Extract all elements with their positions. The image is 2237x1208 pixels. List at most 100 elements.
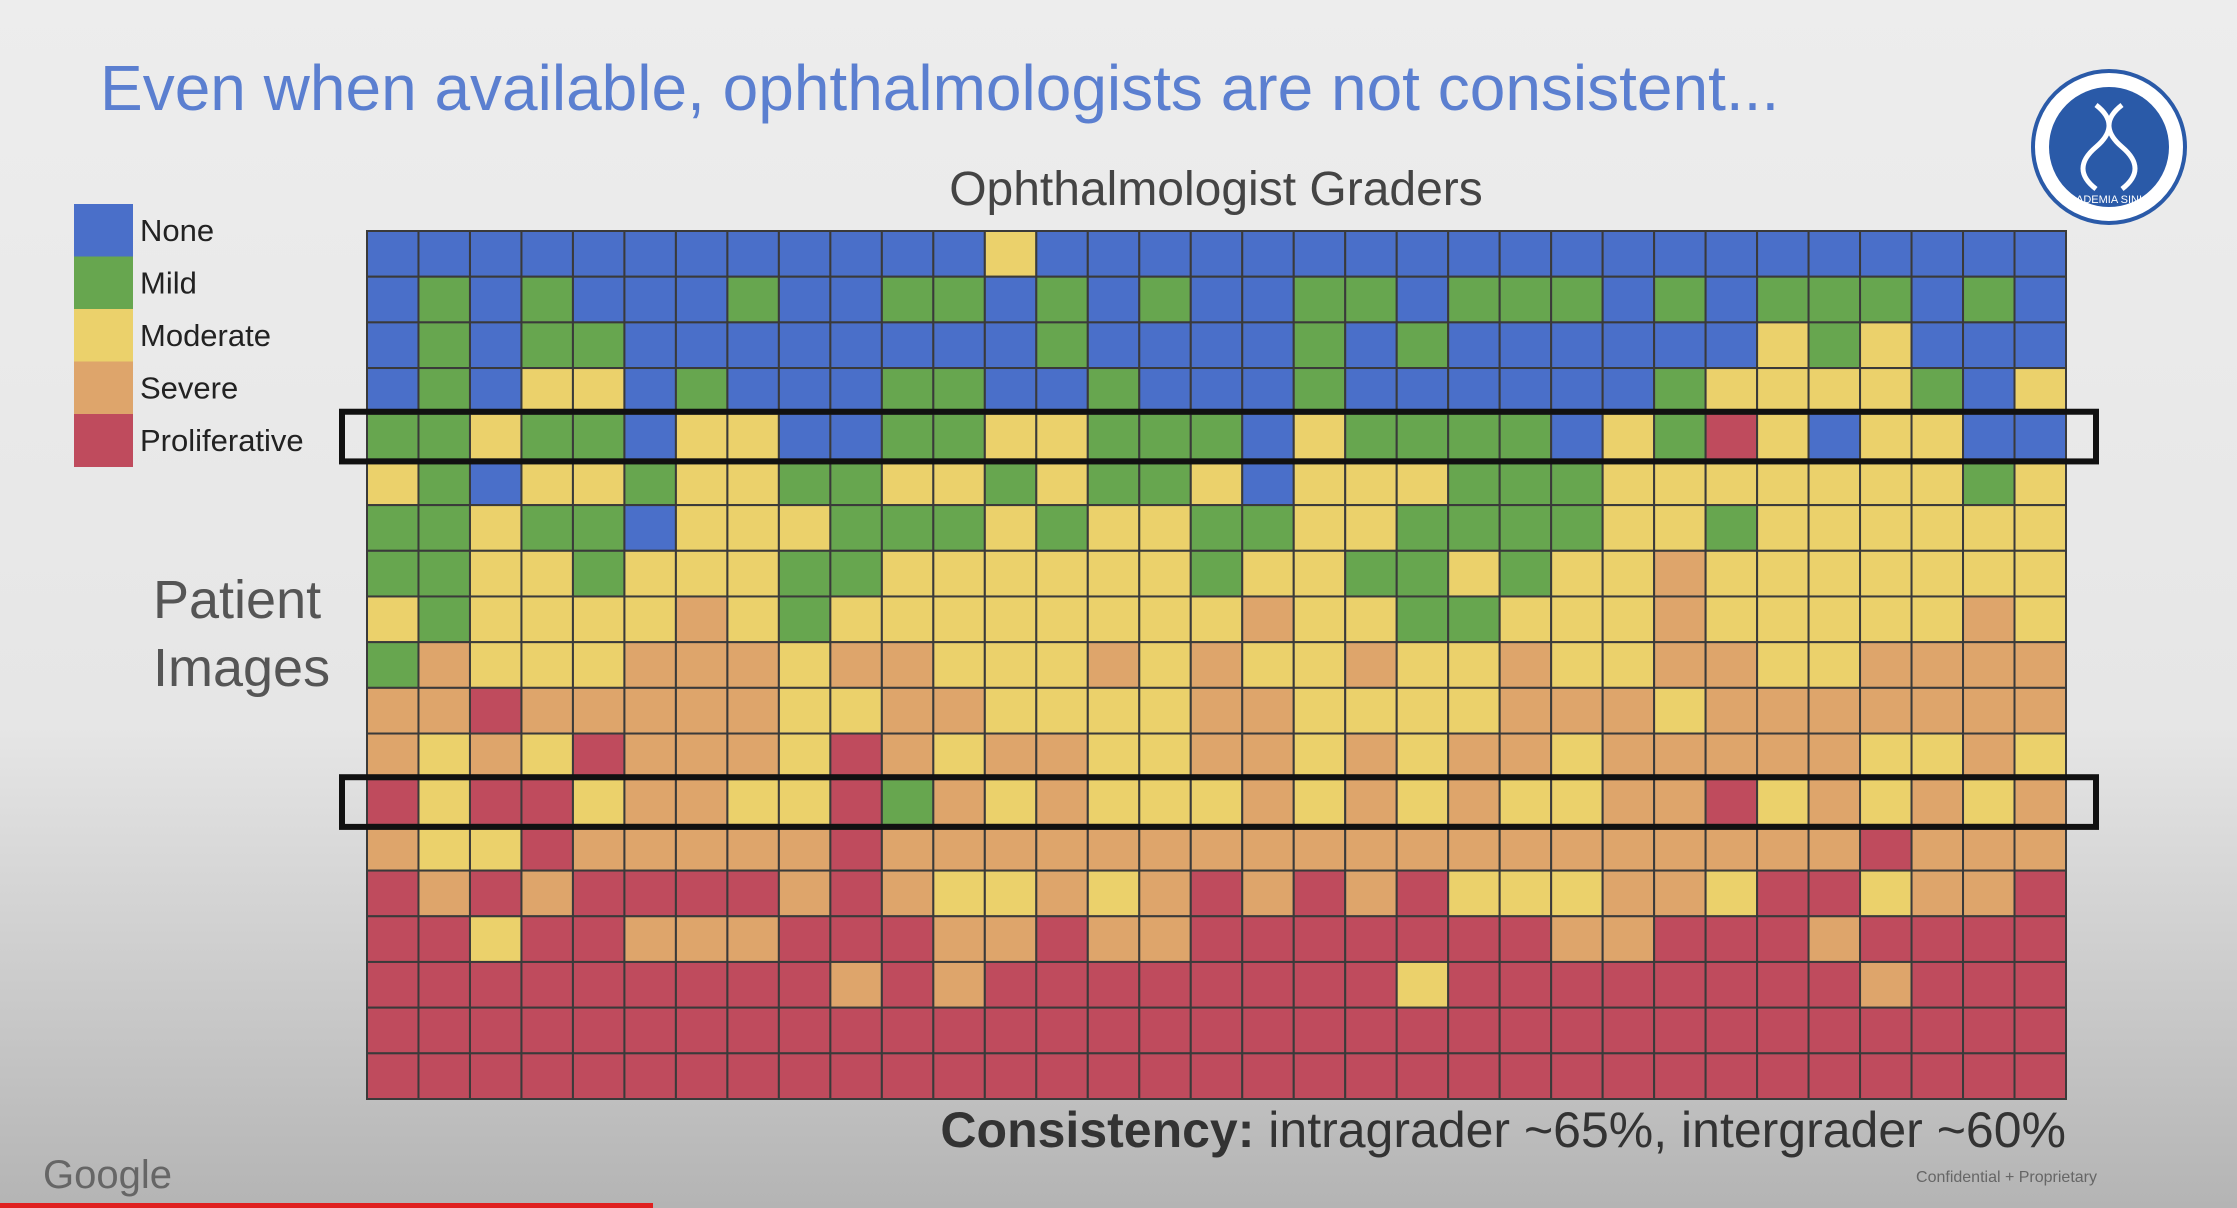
heatmap-cell [777,595,832,644]
heatmap-cell [983,321,1038,370]
heatmap-cell [1859,458,1913,507]
heatmap-cell [1601,641,1656,689]
heatmap-cell [1653,275,1707,324]
heatmap-cell [1756,1052,1810,1101]
heatmap-cell [983,915,1038,963]
heatmap-cell [880,732,935,781]
heatmap-cell [1910,230,1965,278]
heatmap-cell [417,275,471,324]
heatmap-cell [777,412,832,461]
heatmap-cell [1292,412,1347,461]
heatmap-cell [1601,778,1656,826]
heatmap-cell [1601,595,1656,644]
heatmap-cell [1807,686,1862,735]
heatmap-cell [468,230,523,278]
heatmap-cell [1910,1006,1965,1055]
heatmap-cell [1859,412,1913,461]
heatmap-cell [623,686,677,735]
heatmap-cell [468,869,523,918]
heatmap-cell [1653,915,1707,963]
heatmap-cell [417,504,471,552]
heatmap-cell [1910,321,1965,370]
heatmap-cell [2013,960,2067,1009]
heatmap-cell [1601,367,1656,415]
heatmap-cell [777,732,832,781]
heatmap-cell [1189,321,1244,370]
heatmap-cell [1962,275,2016,324]
heatmap-cell [1447,321,1501,370]
logo-disc [2049,87,2169,207]
heatmap-cell [468,732,523,781]
heatmap-cell [1292,1052,1347,1101]
heatmap-cell [1498,686,1553,735]
heatmap-cell [726,641,780,689]
heatmap-cell [1241,230,1295,278]
legend-label: Severe [140,371,238,406]
heatmap-cell [1601,915,1656,963]
heatmap-cell [1962,595,2016,644]
heatmap-cell [829,1052,883,1101]
heatmap-cell [932,1052,986,1101]
heatmap-cell [726,595,780,644]
heatmap-cell [1601,960,1656,1009]
heatmap-cell [623,504,677,552]
heatmap-cell [1653,960,1707,1009]
heatmap-cell [1395,321,1450,370]
heatmap-cell [1498,275,1553,324]
heatmap-cell [1704,275,1759,324]
heatmap-cell [2013,778,2067,826]
heatmap-cell [1550,549,1604,598]
heatmap-cell [1241,732,1295,781]
heatmap-cell [571,686,626,735]
heatmap-cell [1498,458,1553,507]
heatmap-cell [777,321,832,370]
heatmap-cell [1498,778,1553,826]
heatmap-cell [1550,869,1604,918]
heatmap-cell [829,275,883,324]
heatmap-cell [726,1006,780,1055]
heatmap-cell [1962,960,2016,1009]
heatmap-cell [571,823,626,872]
heatmap-cell [1189,367,1244,415]
heatmap-cell [1550,275,1604,324]
heatmap-cell [1086,412,1141,461]
heatmap-cell [1447,778,1501,826]
heatmap-cell [1395,595,1450,644]
heatmap-cell [468,915,523,963]
heatmap-cell [1292,230,1347,278]
heatmap-cell [1241,915,1295,963]
heatmap-cell [468,504,523,552]
heatmap-cell [366,321,420,370]
heatmap-cell [1807,595,1862,644]
heatmap-cell [571,321,626,370]
heatmap-cell [1704,960,1759,1009]
heatmap-cell [1910,549,1965,598]
heatmap-cell [520,732,574,781]
heatmap-cell [1395,1006,1450,1055]
heatmap-cell [1550,504,1604,552]
logo-text: ACADEMIA SINICA [2061,194,2158,206]
heatmap-cell [520,823,574,872]
heatmap-cell [1344,504,1398,552]
heatmap-cell [623,321,677,370]
heatmap-cell [1086,321,1141,370]
heatmap-cell [623,732,677,781]
row-highlight [339,408,2099,465]
heatmap-cell [1086,1052,1141,1101]
heatmap-cell [366,869,420,918]
heatmap-cell [520,230,574,278]
heatmap-cell [880,823,935,872]
heatmap-cell [1550,915,1604,963]
heatmap-cell [1756,275,1810,324]
heatmap-cell [1344,641,1398,689]
heatmap-cell [1395,915,1450,963]
heatmap-cell [1138,230,1192,278]
heatmap-cell [1447,869,1501,918]
heatmap-cell [829,823,883,872]
heatmap-cell [520,1006,574,1055]
heatmap-cell [1601,412,1656,461]
heatmap-cell [1807,1006,1862,1055]
heatmap-cell [777,458,832,507]
heatmap-cell [2013,367,2067,415]
heatmap-cell [1138,1006,1192,1055]
